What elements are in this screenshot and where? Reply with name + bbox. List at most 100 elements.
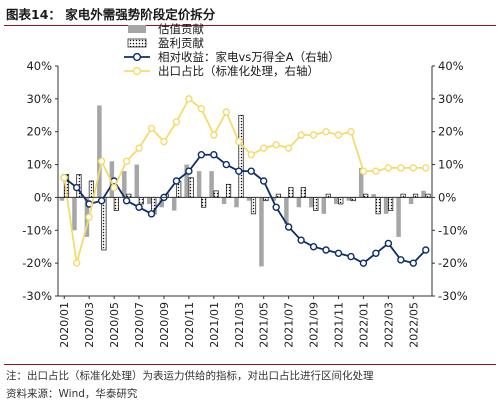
legend-marker <box>132 52 142 62</box>
export-share-point <box>185 95 193 103</box>
valuation-bar <box>296 197 302 208</box>
x-tick-label: 2021/05 <box>258 302 271 348</box>
valuation-bar <box>309 197 314 208</box>
export-share-point <box>210 131 218 139</box>
earnings-bar <box>213 190 219 198</box>
export-share-point <box>384 164 393 172</box>
legend-marker <box>132 66 142 76</box>
export-share-point <box>309 131 318 139</box>
legend-swatch-valuation <box>128 25 146 33</box>
x-tick-label: 2020/07 <box>133 302 146 348</box>
earnings-bar <box>101 197 107 251</box>
export-share-point <box>97 157 106 165</box>
earnings-bar <box>250 197 257 215</box>
export-share-point <box>135 144 143 152</box>
export-share-point <box>122 157 131 165</box>
valuation-bar <box>234 197 239 208</box>
lines-layer <box>60 95 430 267</box>
valuation-bar <box>259 197 264 267</box>
left-tick-label: -20% <box>22 256 52 270</box>
valuation-bar <box>421 190 426 198</box>
x-tick-label: 2020/11 <box>183 302 196 348</box>
earnings-bar <box>225 183 232 198</box>
relative-return-point <box>422 246 430 254</box>
x-tick-label: 2021/11 <box>333 302 346 348</box>
earnings-bar <box>388 197 394 211</box>
export-share-point <box>409 164 417 172</box>
valuation-bar <box>184 164 189 198</box>
legend-label: 估值贡献 <box>158 22 204 36</box>
valuation-bar <box>271 197 277 201</box>
chart-source: 资料来源：Wind，华泰研究 <box>6 388 138 400</box>
export-share-point <box>197 105 206 113</box>
valuation-bar <box>209 171 214 198</box>
title-divider <box>4 25 496 26</box>
valuation-bar <box>171 197 177 211</box>
valuation-bar <box>246 197 252 201</box>
valuation-bar <box>196 171 202 198</box>
x-tick-label: 2020/05 <box>108 302 121 348</box>
valuation-bar <box>408 197 414 204</box>
chart-title: 图表14： 家电外需强势阶段定价拆分 <box>6 7 216 22</box>
left-tick-label: -30% <box>22 289 52 303</box>
x-tick-label: 2022/05 <box>407 302 420 348</box>
relative-return-point <box>322 246 330 254</box>
relative-return-point <box>172 177 181 185</box>
earnings-bar <box>113 197 119 211</box>
left-tick-label: 10% <box>26 158 52 172</box>
legend-label: 出口占比（标准化处理，右轴） <box>158 64 319 78</box>
x-tick-label: 2021/07 <box>283 302 296 348</box>
valuation-bar <box>334 197 339 204</box>
relative-return-point <box>147 210 156 218</box>
x-tick-label: 2020/01 <box>58 302 71 348</box>
x-tick-label: 2020/03 <box>83 302 96 348</box>
valuation-bar <box>346 197 351 201</box>
export-share-point <box>72 259 81 267</box>
relative-return-point <box>309 243 318 251</box>
export-share-point <box>322 128 330 136</box>
earnings-bar <box>201 197 207 208</box>
x-tick-label: 2021/01 <box>208 302 221 348</box>
right-tick-label: 40% <box>438 59 464 73</box>
x-tick-label: 2020/09 <box>158 302 171 348</box>
left-tick-label: 40% <box>26 59 52 73</box>
earnings-bar <box>188 177 194 198</box>
relative-return-point <box>284 223 293 231</box>
valuation-bar <box>383 197 389 214</box>
export-share-point <box>110 183 118 192</box>
valuation-bar <box>97 105 102 198</box>
earnings-bar <box>88 180 95 198</box>
relative-return-point <box>334 249 343 257</box>
valuation-bar <box>321 197 327 214</box>
valuation-bar <box>147 197 152 204</box>
export-share-point <box>397 164 405 172</box>
right-tick-label: 20% <box>438 125 464 139</box>
axis-layer: 40% 30% 20% 10% 0% -10% -20% -30% 40% 30% 20% 10% 0%… <box>22 59 468 348</box>
valuation-bar <box>284 197 289 224</box>
export-share-point <box>422 164 430 172</box>
export-share-point <box>172 118 181 126</box>
left-tick-label: -10% <box>22 223 52 237</box>
relative-return-point <box>272 203 280 211</box>
valuation-bar <box>358 167 364 198</box>
export-share-point <box>334 131 343 139</box>
export-share-point <box>272 141 280 149</box>
relative-return-point <box>197 151 206 159</box>
left-tick-label: 20% <box>26 125 52 139</box>
relative-return-point <box>347 252 355 261</box>
valuation-bar <box>396 197 401 237</box>
left-tick-label: 30% <box>26 92 52 106</box>
export-share-point <box>372 167 380 175</box>
relative-return-point <box>122 197 131 205</box>
valuation-bar <box>72 197 77 231</box>
legend-label: 盈利贡献 <box>158 36 204 50</box>
x-tick-label: 2022/03 <box>382 302 395 348</box>
export-share-point <box>60 174 68 182</box>
relative-return-point <box>210 151 218 159</box>
relative-return-point <box>372 249 380 257</box>
x-tick-label: 2021/09 <box>308 302 321 348</box>
relative-return-point <box>135 203 143 211</box>
export-share-point <box>235 137 243 146</box>
export-share-point <box>297 131 305 139</box>
